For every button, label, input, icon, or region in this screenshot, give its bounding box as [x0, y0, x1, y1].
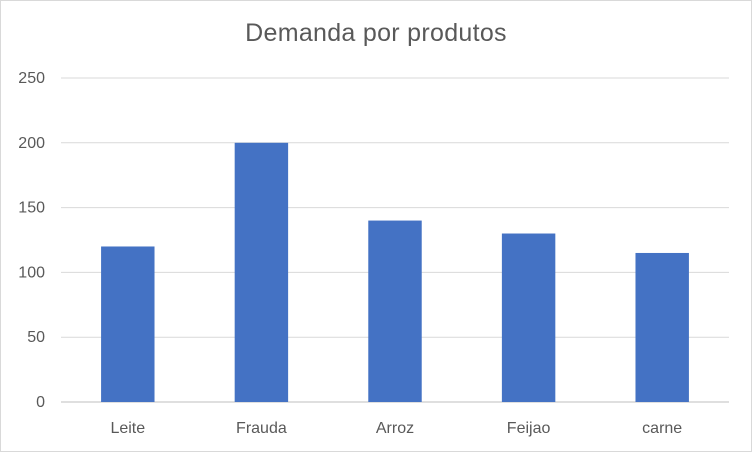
y-tick-label: 150 [18, 200, 45, 217]
y-tick-label: 250 [18, 70, 45, 87]
bar-arroz [368, 220, 422, 402]
y-tick-label: 200 [18, 135, 45, 152]
x-tick-label: carne [642, 420, 682, 437]
y-tick-label: 50 [27, 329, 45, 346]
chart-title: Demanda por produtos [245, 19, 507, 47]
y-tick-label: 0 [36, 394, 45, 411]
x-tick-label: Frauda [236, 420, 287, 437]
y-tick-label: 100 [18, 264, 45, 281]
bar-carne [635, 252, 689, 402]
x-tick-label: Leite [110, 420, 145, 437]
x-tick-label: Arroz [376, 420, 414, 437]
bar-feijao [501, 233, 556, 402]
bar-leite [101, 246, 155, 402]
bar-frauda [234, 142, 289, 403]
x-tick-label: Feijao [507, 420, 551, 437]
